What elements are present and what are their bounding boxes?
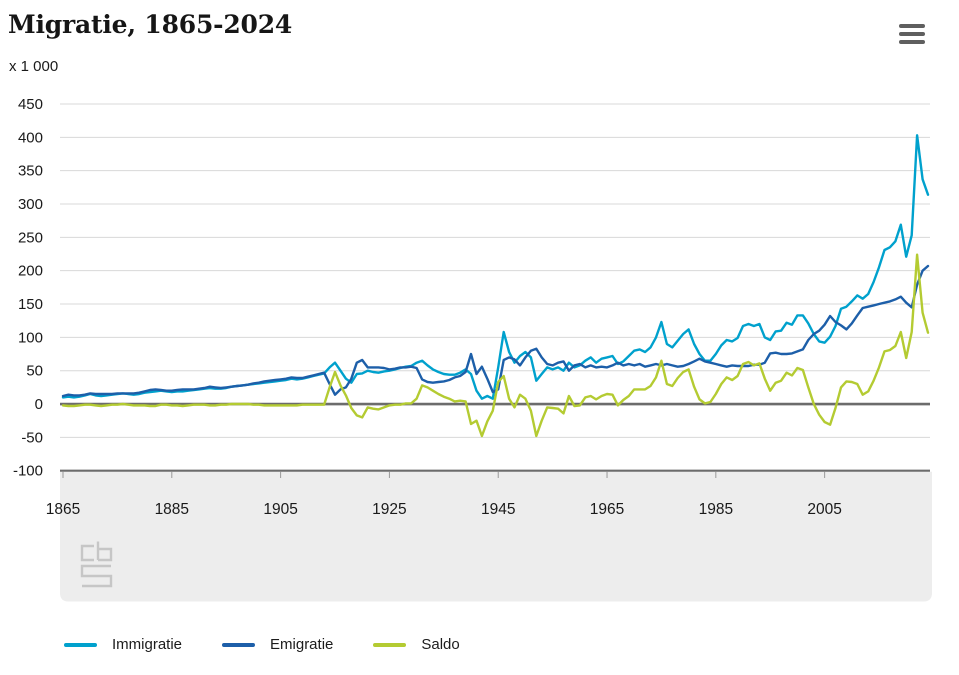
y-axis-label: 450 xyxy=(18,96,43,113)
legend-item-immigratie[interactable]: Immigratie xyxy=(64,634,182,656)
legend-label: Immigratie xyxy=(112,636,183,653)
y-axis-label: 150 xyxy=(18,296,43,313)
y-axis-label: 400 xyxy=(18,129,43,146)
cbs-logo xyxy=(80,544,94,562)
y-axis-label: 100 xyxy=(18,329,43,346)
x-axis-band xyxy=(60,471,932,602)
cbs-logo xyxy=(80,564,113,588)
legend-item-saldo[interactable]: Saldo xyxy=(373,634,460,656)
chart-context-menu-button[interactable] xyxy=(899,24,925,44)
x-axis-label: 1925 xyxy=(372,501,406,518)
y-axis-label: 0 xyxy=(35,396,43,413)
hamburger-icon xyxy=(899,39,925,44)
y-axis-unit-label: x 1 000 xyxy=(9,58,59,75)
y-axis-label: 200 xyxy=(18,263,43,280)
y-axis-label: 50 xyxy=(26,363,43,380)
legend-swatch-immigratie xyxy=(64,643,97,647)
legend-swatch-saldo xyxy=(373,643,407,647)
chart-title: Migratie, 1865-2024 xyxy=(8,10,293,39)
y-axis-label: 250 xyxy=(18,229,43,246)
x-axis-label: 2005 xyxy=(807,501,841,518)
x-axis-label: 1945 xyxy=(481,501,515,518)
y-axis-label: 350 xyxy=(18,163,43,180)
x-axis-label: 1905 xyxy=(263,501,297,518)
legend: Immigratie Emigratie Saldo xyxy=(64,634,460,656)
legend-label: Emigratie xyxy=(270,636,334,653)
y-axis-label: 300 xyxy=(18,196,43,213)
legend-item-emigratie[interactable]: Emigratie xyxy=(222,634,333,656)
x-axis-label: 1965 xyxy=(590,501,624,518)
x-axis-label: 1885 xyxy=(155,501,189,518)
hamburger-icon xyxy=(899,24,925,29)
series-line-immigratie[interactable] xyxy=(61,134,930,400)
hamburger-icon xyxy=(899,31,925,37)
x-axis-label: 1985 xyxy=(699,501,733,518)
y-axis-label: -100 xyxy=(13,463,43,480)
y-axis-label: -50 xyxy=(21,429,43,446)
legend-swatch-emigratie xyxy=(222,643,256,647)
series-line-saldo[interactable] xyxy=(61,253,930,438)
legend-label: Saldo xyxy=(421,636,460,653)
cbs-logo xyxy=(96,541,113,562)
x-axis-label: 1865 xyxy=(46,501,80,518)
